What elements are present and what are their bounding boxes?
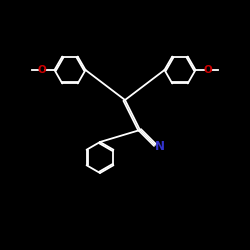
Text: O: O [204,65,213,75]
Text: N: N [154,140,164,153]
Text: O: O [38,65,46,75]
